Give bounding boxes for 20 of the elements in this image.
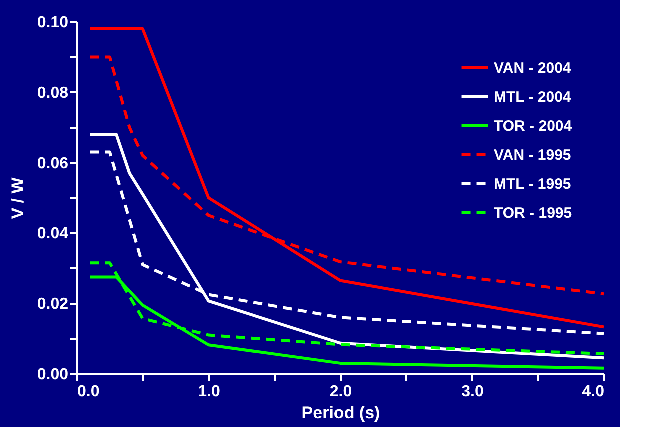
y-tick-label: 0.00 bbox=[37, 366, 69, 384]
x-tick-label: 0.0 bbox=[78, 384, 100, 400]
legend-label: MTL - 2004 bbox=[494, 89, 572, 106]
x-tick-label: 1.0 bbox=[198, 384, 220, 400]
legend-label: MTL - 1995 bbox=[494, 176, 572, 193]
y-tick-label: 0.10 bbox=[37, 14, 69, 32]
legend-label: TOR - 1995 bbox=[494, 205, 572, 222]
legend-label: VAN - 2004 bbox=[494, 60, 572, 77]
line-series bbox=[88, 28, 606, 329]
legend-label: TOR - 2004 bbox=[494, 118, 573, 135]
x-axis-title: Period (s) bbox=[302, 404, 380, 422]
y-tick-label: 0.04 bbox=[37, 226, 69, 243]
y-tick-label: 0.08 bbox=[37, 84, 69, 102]
x-tick-label: 3.0 bbox=[462, 384, 484, 400]
x-tick-label: 2.0 bbox=[330, 384, 352, 400]
y-tick-label: 0.02 bbox=[37, 296, 69, 314]
y-axis-title: V / W bbox=[8, 176, 28, 220]
legend-label: VAN - 1995 bbox=[494, 147, 572, 164]
x-tick-label: 4.0 bbox=[582, 384, 605, 400]
y-tick-label: 0.06 bbox=[37, 155, 69, 172]
